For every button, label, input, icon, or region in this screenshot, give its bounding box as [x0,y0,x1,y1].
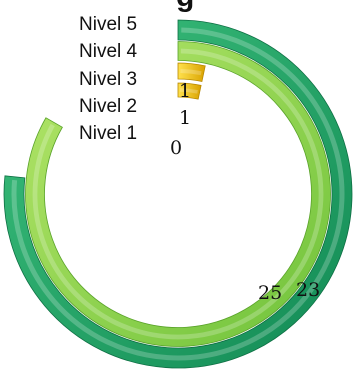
radial-bar-nivel-5 [3,19,353,369]
legend-label-nivel-4: Nivel 4 [79,41,138,62]
value-label-nivel-1: 0 [170,137,183,159]
radial-bar-highlight-nivel-4 [32,48,324,340]
legend-label-nivel-2: Nivel 2 [79,96,138,117]
value-label-nivel-3: 1 [179,80,192,102]
radial-bar-highlight-nivel-3 [180,69,202,76]
radial-bar-highlight-nivel-2 [180,88,198,94]
legend-label-nivel-1: Nivel 1 [79,123,138,144]
value-label-nivel-5: 23 [296,279,321,301]
radial-bar-nivel-4 [25,41,331,347]
value-label-nivel-2: 1 [179,107,192,129]
chart-title-fragment: g [176,0,194,14]
legend-label-nivel-5: Nivel 5 [79,14,138,35]
radial-bar-nivel-3 [177,62,206,82]
radial-bar-nivel-2 [177,82,202,100]
value-label-nivel-4: 25 [258,282,283,304]
radial-bar-highlight-nivel-5 [11,27,345,361]
legend-label-nivel-3: Nivel 3 [79,69,138,90]
